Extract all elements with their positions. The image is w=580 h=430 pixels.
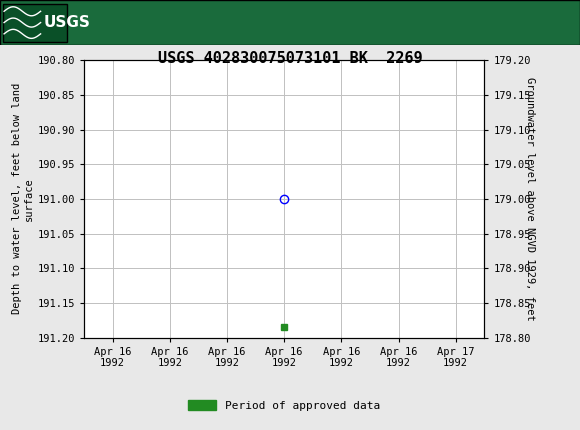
Text: USGS: USGS bbox=[44, 15, 90, 30]
Y-axis label: Groundwater level above NGVD 1929, feet: Groundwater level above NGVD 1929, feet bbox=[525, 77, 535, 321]
FancyBboxPatch shape bbox=[0, 0, 580, 45]
Text: USGS 402830075073101 BK  2269: USGS 402830075073101 BK 2269 bbox=[158, 51, 422, 65]
Y-axis label: Depth to water level, feet below land
surface: Depth to water level, feet below land su… bbox=[12, 83, 34, 314]
FancyBboxPatch shape bbox=[3, 3, 67, 42]
Legend: Period of approved data: Period of approved data bbox=[184, 396, 385, 415]
